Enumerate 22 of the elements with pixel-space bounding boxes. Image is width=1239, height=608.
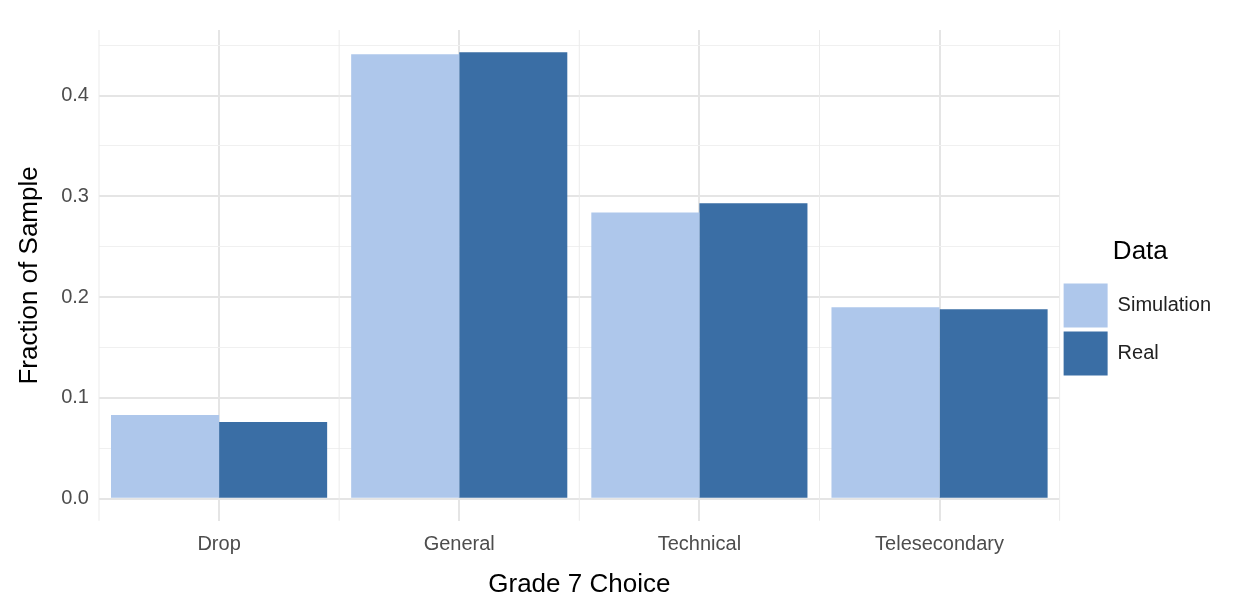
- bar: [939, 309, 1048, 498]
- x-tick-label: Telesecondary: [875, 532, 1005, 555]
- legend-label: Real: [1117, 341, 1159, 364]
- legend-label: Simulation: [1117, 293, 1212, 316]
- y-tick-label: 0.0: [61, 486, 89, 509]
- bar: [219, 422, 328, 498]
- x-tick-label: Technical: [657, 532, 742, 555]
- legend-title: Data: [1112, 234, 1169, 265]
- x-axis-title: Grade 7 Choice: [488, 567, 671, 598]
- y-tick-label: 0.1: [61, 385, 89, 408]
- bar: [699, 203, 808, 498]
- x-tick-label: Drop: [197, 532, 241, 555]
- bar: [459, 52, 568, 498]
- bar: [111, 414, 220, 498]
- y-tick-label: 0.4: [61, 83, 89, 106]
- y-axis-title: Fraction of Sample: [12, 166, 43, 385]
- x-tick-label: General: [423, 532, 495, 555]
- bar: [591, 212, 700, 498]
- y-tick-label: 0.3: [61, 183, 89, 206]
- y-tick-label: 0.2: [61, 284, 89, 307]
- bar: [831, 307, 940, 498]
- bar: [351, 54, 460, 498]
